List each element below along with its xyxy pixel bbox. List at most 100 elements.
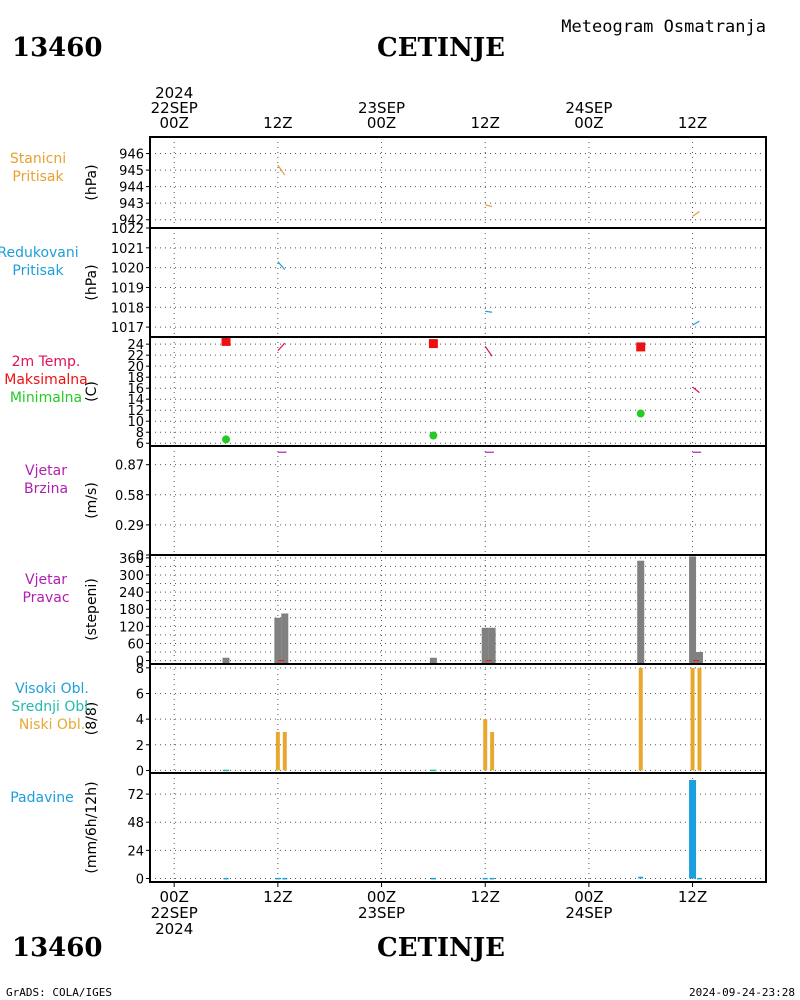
timestamp-text: 2024-09-24-23:28 [689,986,795,999]
panel-frame [149,663,767,774]
y-axis-label: (C) [84,381,100,402]
station-id-top: 13460 [12,33,102,63]
wind-direction-bar [689,556,697,665]
y-tick-label: 8 [136,662,144,677]
y-tick-label: 360 [119,552,144,567]
y-tick-label: 72 [127,788,144,803]
legend-entry: Niski Obl. [19,717,85,733]
meteogram-subtitle: Meteogram Osmatranja [561,17,766,37]
y-tick-label: 300 [119,569,144,584]
panel-frame [149,772,767,883]
y-tick-label: 1022 [111,222,144,237]
legend-entry: Brzina [24,481,68,497]
wind-direction-bar [274,617,282,665]
y-tick-label: 14 [127,393,144,408]
y-tick-label: 240 [119,586,144,601]
station-id-bottom: 13460 [12,933,102,963]
legend-entry: Vjetar [25,572,67,588]
series-segment [277,261,286,271]
legend-entry: Stanicni [10,151,66,167]
legend-entry: Pritisak [12,263,64,279]
time-label-bottom: 12Z [263,888,292,906]
precip-bar [482,877,488,880]
wind-direction-bar [429,657,437,665]
max-temp-point [636,342,646,352]
y-tick-label: 120 [119,620,144,635]
legend-entry: Minimalna [10,390,82,406]
time-label-top: 12Z [678,114,707,132]
time-label-bottom: 00Z [574,888,603,906]
y-tick-label: 4 [136,713,144,728]
panel-reduced-pressure: 1017 1018 1019 1020 1021 1022 (hPa) Redukovani P… [0,222,767,338]
precip-bar [223,877,229,880]
precip-bar [696,877,702,880]
time-label-top: 22SEP [151,99,198,117]
y-tick-label: 0 [136,764,144,779]
y-tick-label: 0 [136,655,144,670]
legend-entry: Redukovani [0,245,79,261]
precip-bar [275,877,281,880]
max-temp-point [428,339,438,349]
panel-cloud-cover: 0 2 4 6 8 (8/8) Visoki Obl. Srednji Obl. Niski O… [11,662,767,779]
precip-bar [638,876,644,879]
wind-direction-bar [222,657,230,665]
low-cloud-bar [282,731,287,771]
y-tick-label: 1019 [111,281,144,296]
wind-direction-bar [281,613,289,665]
low-cloud-bar [490,731,495,771]
series-segment [485,204,493,208]
y-tick-label: 1017 [111,321,144,336]
wind-direction-bar [637,560,645,665]
time-label-top: 24SEP [565,99,612,117]
legend-entry: Srednji Obl. [11,699,92,715]
legend-entry: Visoki Obl. [15,681,89,697]
max-temp-point [221,336,231,346]
y-tick-label: 943 [119,197,144,212]
time-label-top: 12Z [471,114,500,132]
y-tick-label: 0.29 [115,519,144,534]
time-label-bottom: 24SEP [565,904,612,922]
y-tick-label: 10 [127,415,144,430]
temp-segment [277,342,286,352]
time-label-top: 2024 [155,84,193,102]
panel-frame [149,445,767,556]
y-axis-label: (hPa) [84,264,100,300]
panel-wind-direction: 0 60 120 180 240 300 360 (stepeni) Vjetar Pravac [22,552,767,670]
panel-frame [149,554,767,665]
time-label-top: 00Z [367,114,396,132]
y-tick-label: 18 [127,371,144,386]
low-cloud-bar [483,719,488,771]
low-cloud-bar [275,731,280,771]
panel-frame [149,136,767,229]
y-tick-label: 0.58 [115,489,144,504]
min-temp-point [222,435,231,444]
y-tick-label: 944 [119,181,144,196]
time-label-top: 23SEP [358,99,405,117]
y-tick-label: 0.87 [115,459,144,474]
wind-direction-bar [488,627,496,665]
low-cloud-bar [638,667,643,771]
time-label-bottom: 12Z [678,888,707,906]
y-tick-label: 22 [127,349,144,364]
time-label-top: 00Z [574,114,603,132]
temp-segment [484,346,493,357]
y-tick-label: 2 [136,739,144,754]
time-label-bottom: 00Z [160,888,189,906]
y-tick-label: 6 [136,687,144,702]
y-axis-label: (mm/6h/12h) [84,781,100,873]
y-tick-label: 0 [136,549,144,564]
y-tick-label: 942 [119,214,144,229]
legend-entry: Maksimalna [4,372,88,388]
y-tick-label: 0 [136,872,144,887]
temp-segment [692,386,700,394]
y-tick-label: 24 [127,338,144,353]
legend-entry: Pravac [22,590,69,606]
station-name-top: CETINJE [377,33,505,63]
y-axis-label: (m/s) [84,482,100,519]
panel-wind-speed: 0 0.29 0.58 0.87 (m/s) Vjetar Brzina [24,445,767,564]
time-label-bottom: 2024 [155,920,193,938]
low-cloud-bar [690,667,695,771]
y-axis-label: (hPa) [84,164,100,200]
